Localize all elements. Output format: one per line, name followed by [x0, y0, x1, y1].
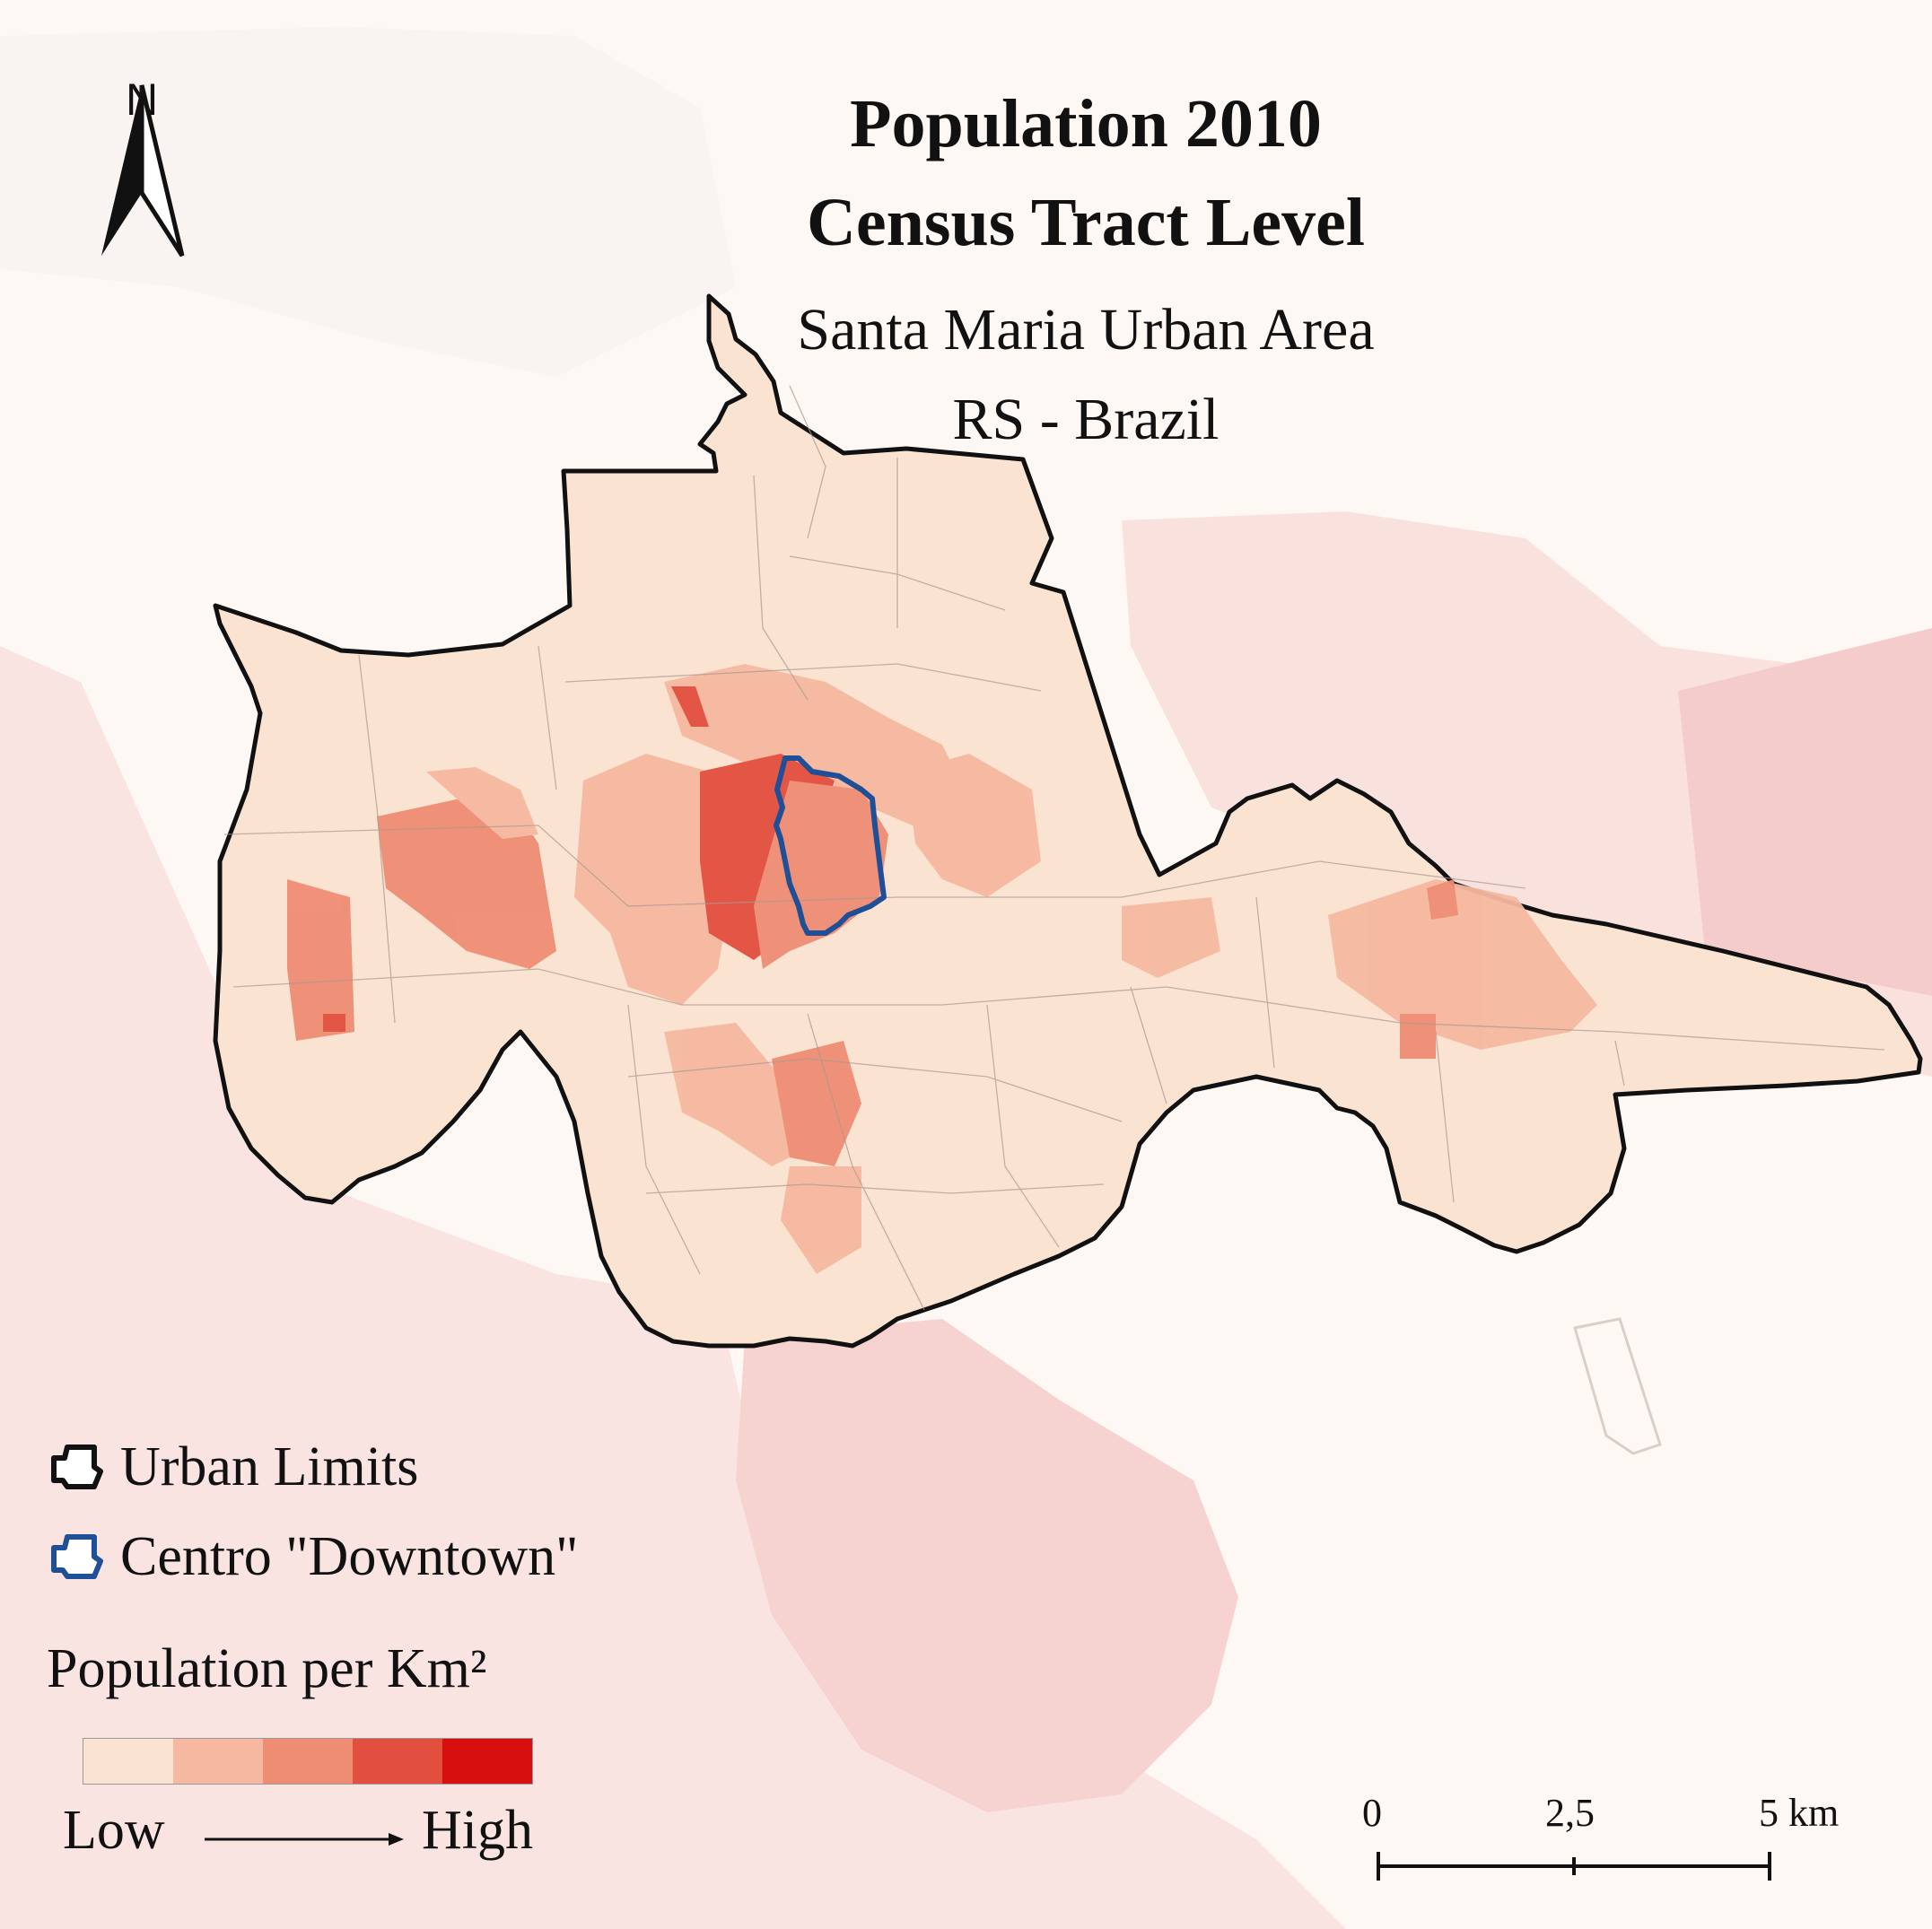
census-tracts	[287, 664, 1597, 1274]
tract-west-b	[426, 767, 538, 839]
tract-east-b	[1122, 897, 1220, 978]
urban-limits-swatch-icon	[51, 1445, 103, 1489]
map-subtitle-line-1: Santa Maria Urban Area	[797, 297, 1375, 362]
map-title-line-2: Census Tract Level	[806, 185, 1366, 260]
legend-downtown-label: Centro "Downtown"	[120, 1525, 579, 1587]
tract-east-mid	[906, 754, 1041, 897]
tract-north-hot	[671, 686, 709, 727]
tract-south-c	[781, 1166, 861, 1274]
scale-label-end: 5 km	[1759, 1791, 1840, 1835]
urban-limits-polygon	[213, 293, 1923, 1349]
tract-boundaries	[223, 385, 1885, 1311]
ramp-swatch-5	[442, 1739, 532, 1784]
map-subtitle-line-2: RS - Brazil	[952, 387, 1220, 452]
scale-label-mid: 2,5	[1545, 1791, 1595, 1835]
tract-west-d	[323, 1014, 345, 1032]
neighbor-region-far-east	[1678, 628, 1932, 996]
tract-center-north	[664, 664, 969, 834]
ramp-swatch-2	[173, 1739, 263, 1784]
north-arrow-icon	[101, 84, 185, 257]
low-to-high-arrow-icon	[205, 1833, 404, 1846]
map-title-line-1: Population 2010	[850, 86, 1322, 161]
tract-far-east-a	[1328, 879, 1597, 1050]
tract-mid-west	[574, 754, 736, 1005]
tract-south-a	[664, 1023, 808, 1166]
scale-bar	[1377, 1852, 1771, 1881]
tract-far-east-b	[1400, 1014, 1436, 1059]
neighbor-region-south	[736, 1319, 1238, 1812]
ramp-swatch-4	[353, 1739, 442, 1784]
legend-color-ramp	[83, 1738, 533, 1785]
legend-urban-limits-label: Urban Limits	[120, 1436, 419, 1497]
legend-density-title: Population per Km²	[47, 1638, 487, 1699]
neighbor-region-west	[0, 646, 1346, 1929]
legend-urban-limits: Urban Limits	[45, 1436, 418, 1498]
legend-high-label: High	[422, 1800, 533, 1861]
legend-low-label: Low	[63, 1800, 165, 1861]
scale-label-0: 0	[1362, 1791, 1382, 1835]
downtown-swatch-icon	[51, 1534, 103, 1579]
legend-downtown: Centro "Downtown"	[45, 1525, 578, 1588]
tract-west-c	[287, 879, 354, 1041]
ramp-swatch-1	[83, 1739, 173, 1784]
tract-far-east-c	[1427, 879, 1458, 920]
ramp-swatch-3	[263, 1739, 353, 1784]
building-outline	[1573, 1317, 1662, 1455]
neighbor-region-north	[0, 27, 736, 377]
tract-south-b	[772, 1041, 861, 1166]
tract-center-ring	[754, 781, 888, 969]
downtown-outline	[774, 755, 887, 936]
